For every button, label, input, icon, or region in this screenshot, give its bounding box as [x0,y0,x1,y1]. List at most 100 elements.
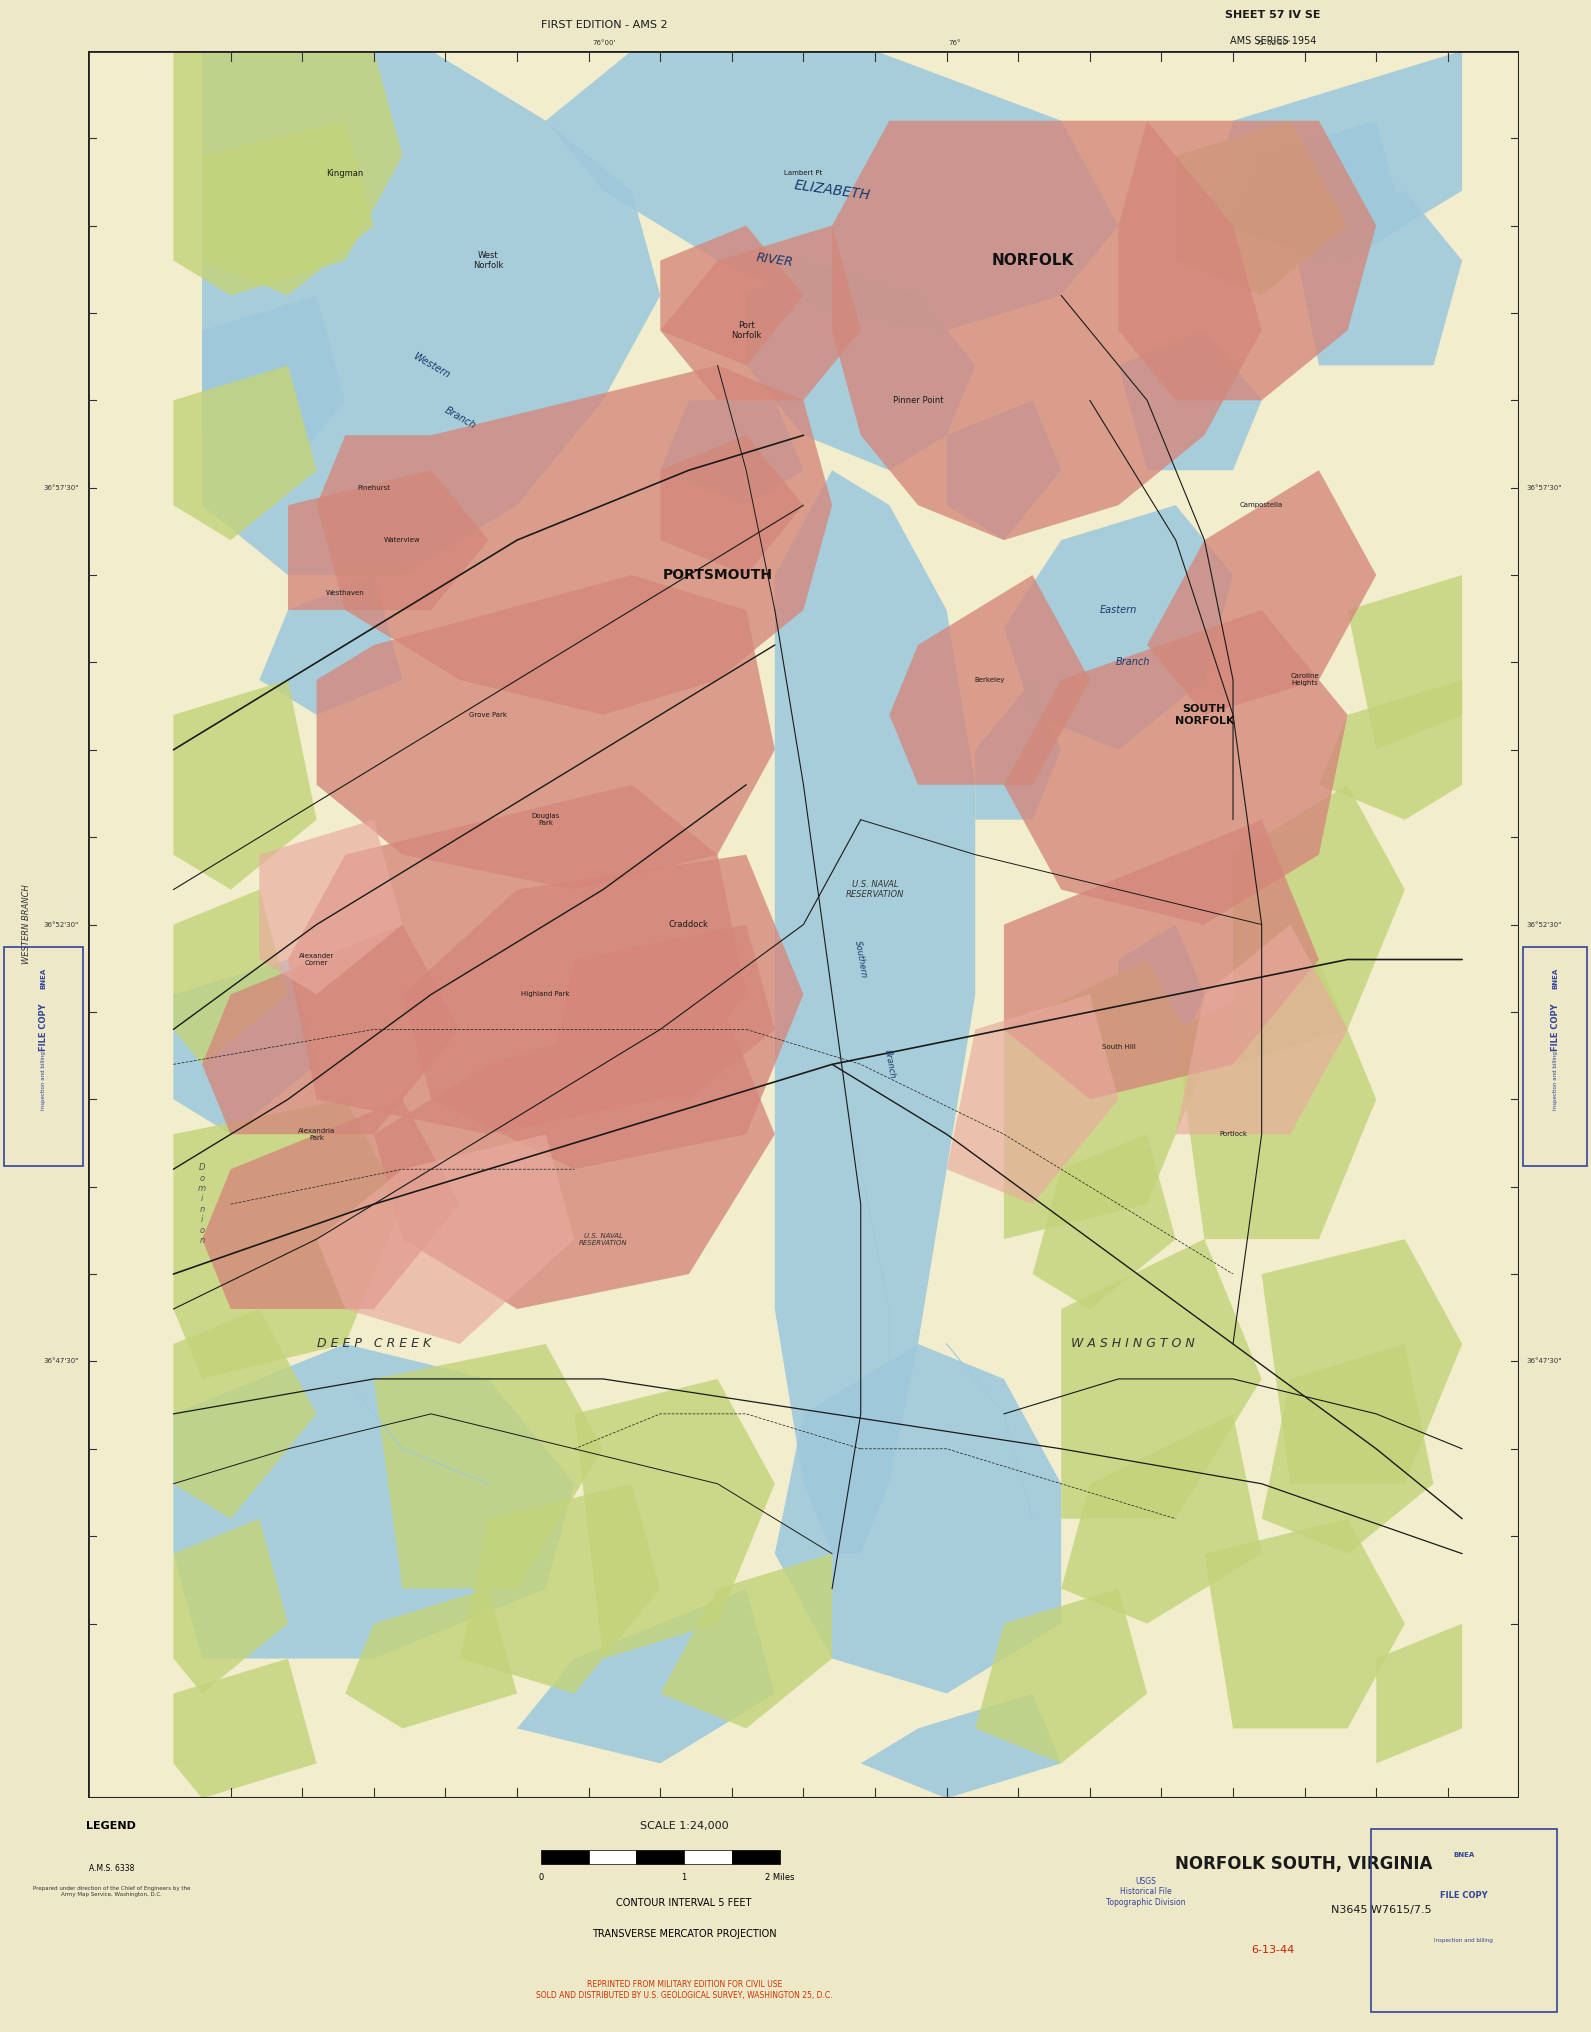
Text: Waterview: Waterview [383,536,422,543]
Text: 2 Miles: 2 Miles [765,1874,794,1882]
Text: TRANSVERSE MERCATOR PROJECTION: TRANSVERSE MERCATOR PROJECTION [592,1928,776,1939]
Polygon shape [173,890,288,1065]
Polygon shape [1004,610,1348,925]
Polygon shape [374,1343,603,1589]
Text: Eastern: Eastern [1099,606,1138,616]
Polygon shape [889,575,1090,784]
Polygon shape [517,1589,775,1764]
Text: USGS
Historical File
Topographic Division: USGS Historical File Topographic Divisio… [1106,1878,1185,1906]
Text: U.S. NAVAL
RESERVATION: U.S. NAVAL RESERVATION [846,880,904,900]
Polygon shape [1176,120,1348,295]
Text: 36°52'30": 36°52'30" [1527,923,1562,927]
Text: Branch: Branch [883,1049,896,1079]
Polygon shape [173,959,317,1134]
Polygon shape [1118,925,1204,1065]
Polygon shape [660,1554,832,1729]
Text: Alexandria
Park: Alexandria Park [298,1128,336,1140]
Text: Caroline
Heights: Caroline Heights [1290,673,1319,687]
Polygon shape [546,925,775,1099]
Polygon shape [173,1658,317,1798]
Polygon shape [317,575,775,890]
Text: Inspection and billing: Inspection and billing [1433,1939,1494,1943]
Text: South Hill: South Hill [1101,1044,1136,1051]
Bar [684,1849,732,1863]
Polygon shape [1147,469,1376,715]
Polygon shape [317,1134,574,1343]
Polygon shape [660,226,803,366]
Polygon shape [173,1343,574,1658]
Polygon shape [660,400,803,506]
Polygon shape [775,469,975,1554]
Polygon shape [173,366,317,541]
Text: Grove Park: Grove Park [469,711,508,717]
Text: Portlock: Portlock [1219,1132,1247,1138]
Polygon shape [374,994,775,1309]
Text: Pinner Point: Pinner Point [893,396,943,404]
Polygon shape [173,51,403,295]
Text: D
o
m
i
n
i
o
n: D o m i n i o n [197,1162,207,1246]
Text: West
Norfolk: West Norfolk [473,250,504,270]
Text: FILE COPY: FILE COPY [1440,1892,1488,1900]
Bar [636,1849,684,1863]
Text: 36°57'30": 36°57'30" [43,486,78,490]
Polygon shape [173,681,317,890]
Polygon shape [546,51,1118,331]
Polygon shape [1118,331,1262,469]
Text: BNEA: BNEA [41,967,46,990]
Polygon shape [1061,1414,1262,1624]
Text: 1: 1 [681,1874,687,1882]
Text: Lambert Pt: Lambert Pt [784,171,823,177]
Text: 0: 0 [538,1874,544,1882]
Polygon shape [1204,1518,1405,1729]
Text: Branch: Branch [442,404,477,431]
Polygon shape [1262,1343,1433,1554]
Text: Berkeley: Berkeley [974,677,1006,683]
Text: 75°52'30": 75°52'30" [1255,41,1290,47]
Text: Alexander
Corner: Alexander Corner [299,953,334,965]
Text: 76°: 76° [948,41,961,47]
Polygon shape [259,575,403,715]
Text: BNEA: BNEA [1553,967,1558,990]
Polygon shape [288,784,746,1134]
Text: AMS SERIES 1954: AMS SERIES 1954 [1230,37,1316,45]
Text: NORFOLK: NORFOLK [991,254,1074,268]
Text: FIRST EDITION - AMS 2: FIRST EDITION - AMS 2 [541,20,668,30]
Text: N3645 W7615/7.5: N3645 W7615/7.5 [1332,1906,1432,1916]
Polygon shape [660,435,803,575]
Polygon shape [173,1518,288,1693]
Polygon shape [1061,1240,1262,1518]
Text: Branch: Branch [1115,658,1150,666]
Text: Port
Norfolk: Port Norfolk [730,321,762,339]
Text: Inspection and billing: Inspection and billing [41,1053,46,1109]
Polygon shape [775,1343,1061,1693]
Text: REPRINTED FROM MILITARY EDITION FOR CIVIL USE
SOLD AND DISTRIBUTED BY U.S. GEOLO: REPRINTED FROM MILITARY EDITION FOR CIVI… [536,1981,832,1999]
Polygon shape [947,400,1061,541]
Text: Prepared under direction of the Chief of Engineers by the
Army Map Service, Wash: Prepared under direction of the Chief of… [33,1886,189,1898]
Polygon shape [1118,120,1376,400]
Text: Kingman: Kingman [326,169,364,177]
Text: Inspection and billing: Inspection and billing [1553,1053,1558,1109]
Text: Westhaven: Westhaven [326,589,364,595]
Polygon shape [746,260,975,469]
Text: W A S H I N G T O N: W A S H I N G T O N [1071,1337,1195,1351]
Text: A.M.S. 6338: A.M.S. 6338 [89,1863,134,1874]
Polygon shape [202,925,460,1134]
Polygon shape [1319,681,1462,819]
Polygon shape [975,681,1061,819]
Polygon shape [1176,925,1348,1134]
Polygon shape [861,1693,1061,1798]
Polygon shape [202,1099,460,1309]
Polygon shape [1004,506,1233,750]
Text: Campostella: Campostella [1239,502,1284,508]
Polygon shape [1233,784,1405,1065]
Polygon shape [947,994,1118,1205]
Polygon shape [1204,51,1462,260]
Polygon shape [288,469,488,610]
Text: RIVER: RIVER [756,252,794,270]
Text: CONTOUR INTERVAL 5 FEET: CONTOUR INTERVAL 5 FEET [616,1898,753,1908]
Polygon shape [202,295,345,469]
Polygon shape [1262,1240,1462,1483]
Text: WESTERN BRANCH: WESTERN BRANCH [22,884,30,965]
Text: U.S. NAVAL
RESERVATION: U.S. NAVAL RESERVATION [579,1233,627,1246]
Polygon shape [202,51,660,575]
